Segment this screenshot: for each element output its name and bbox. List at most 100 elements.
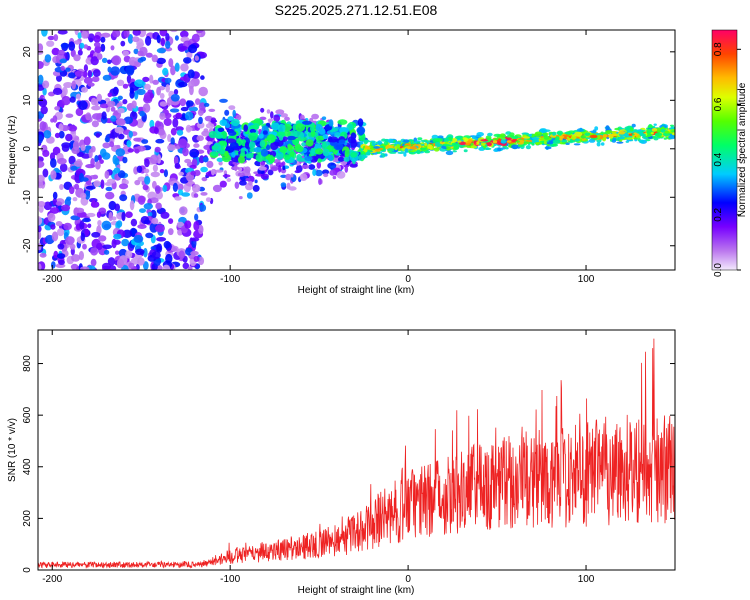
heat-blob [664, 130, 670, 134]
heat-blob [237, 172, 245, 178]
heat-blob [610, 133, 617, 137]
heat-blob [163, 112, 172, 119]
heat-blob [296, 154, 303, 161]
heat-blob [470, 145, 478, 149]
heat-blob [176, 221, 184, 227]
heat-blob [404, 148, 409, 153]
heat-blob [253, 147, 262, 153]
heat-blob [142, 184, 149, 191]
heat-blob [117, 107, 125, 114]
heat-blob [118, 133, 125, 140]
heat-blob [387, 138, 394, 144]
heat-blob [450, 142, 459, 147]
heat-blob [123, 116, 133, 125]
heat-blob [198, 86, 208, 97]
heat-blob [110, 115, 117, 122]
heat-blob [167, 144, 176, 151]
heat-blob [626, 137, 633, 140]
heat-blob [248, 180, 253, 186]
heat-blob [180, 106, 189, 112]
heat-blob [198, 116, 203, 125]
heat-blob [238, 196, 243, 200]
heat-blob [344, 165, 349, 173]
heat-blob [61, 86, 68, 96]
heat-blob [117, 95, 123, 101]
heat-blob [189, 148, 200, 158]
heat-blob [573, 143, 581, 146]
heat-blob [534, 142, 543, 145]
heat-blob [102, 142, 111, 149]
snr-y-ticks: 0 200 400 600 800 [22, 355, 675, 573]
heat-blob [98, 235, 107, 242]
heat-blob [165, 253, 173, 264]
heat-blob [127, 34, 134, 44]
heat-blob [127, 148, 134, 153]
heat-blob [156, 86, 162, 96]
heat-blob [156, 47, 166, 54]
heat-blob [92, 174, 99, 180]
heat-blob [596, 141, 601, 147]
heat-blob [101, 152, 111, 160]
heat-blob [337, 119, 348, 125]
heat-blob [52, 87, 63, 95]
heat-blob [100, 43, 106, 52]
heat-blob [156, 237, 167, 242]
heat-blob [133, 137, 142, 142]
heat-blob [159, 169, 165, 174]
heat-blob [136, 88, 146, 96]
heat-blob [301, 142, 306, 147]
heat-blob [594, 126, 599, 131]
heat-blob [311, 113, 319, 120]
heat-blob [102, 244, 113, 250]
heat-blob [139, 56, 147, 62]
heat-blob [258, 133, 264, 139]
heat-blob [90, 247, 99, 256]
spectrogram-y-ticks: -20 -10 0 10 20 [22, 46, 675, 253]
heat-blob [273, 114, 281, 123]
heat-blob [623, 132, 629, 137]
heat-blob [78, 212, 87, 218]
heat-blob [91, 200, 96, 208]
x-tick-label: -100 [220, 274, 240, 285]
heat-blob [218, 161, 223, 166]
heat-blob [605, 125, 610, 131]
heat-blob [96, 211, 102, 218]
heat-blob [350, 151, 358, 158]
y-tick-label: 800 [22, 355, 33, 372]
heat-blob [74, 207, 85, 213]
heat-blob [142, 76, 150, 83]
heat-blob [178, 138, 188, 149]
heat-blob [51, 47, 60, 56]
heat-blob [170, 137, 175, 146]
heat-blob [424, 142, 428, 146]
heat-blob [179, 46, 188, 51]
heat-blob [270, 111, 274, 119]
heat-blob [383, 141, 389, 145]
heat-blob [123, 30, 130, 38]
heat-blob [68, 186, 75, 195]
heat-blob [200, 192, 208, 196]
heat-blob [638, 139, 645, 144]
heat-blob [116, 118, 126, 126]
heat-blob [443, 144, 451, 147]
heat-blob [633, 137, 639, 140]
heat-blob [159, 101, 168, 107]
heat-blob [356, 126, 366, 135]
heat-blob [50, 170, 57, 180]
heat-blob [91, 120, 99, 128]
heat-blob [174, 62, 180, 72]
heat-blob [259, 140, 266, 148]
heat-blob [401, 147, 406, 151]
heat-blob [38, 74, 44, 85]
heat-blob [668, 135, 675, 140]
spectrogram-y-label: Frequency (Hz) [7, 116, 18, 185]
heat-blob [107, 66, 112, 73]
heat-blob [160, 37, 166, 47]
heat-blob [77, 32, 82, 39]
heat-blob [180, 30, 189, 38]
heat-blob [125, 211, 133, 218]
heat-blob [431, 134, 439, 140]
heat-blob [173, 89, 179, 95]
heat-blob [197, 121, 205, 129]
heat-blob [139, 110, 146, 117]
